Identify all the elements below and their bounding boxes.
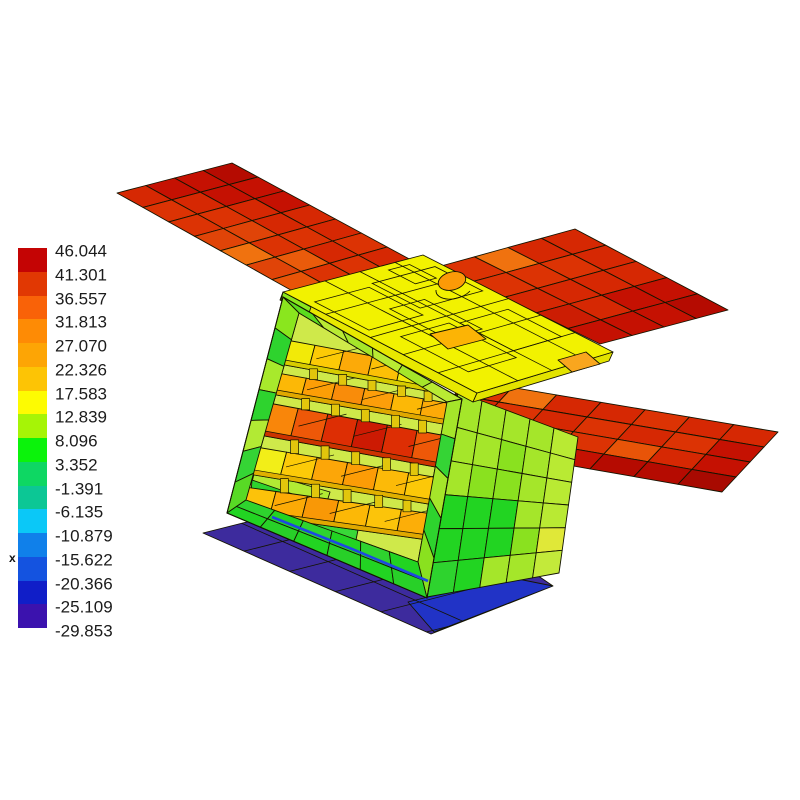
legend-value-9: 3.352 [55,455,98,475]
legend-value-11: -6.135 [55,502,104,522]
legend-colorbar [18,248,47,628]
legend-swatch-1 [18,271,47,296]
antenna-rod-group [271,515,429,583]
legend-swatch-4 [18,343,47,367]
legend-value-7: 12.839 [55,407,107,427]
satellite-front-frame [226,296,463,599]
legend-value-13: -15.622 [55,550,113,570]
legend-swatch-3 [18,319,47,343]
legend-value-16: -29.853 [55,621,113,641]
legend-value-12: -10.879 [55,526,113,546]
legend-value-10: -1.391 [55,479,104,498]
legend-swatch-11 [18,509,47,533]
legend-swatch-0 [18,248,47,272]
legend-value-2: 36.557 [55,289,107,308]
legend-value-4: 27.070 [55,336,107,356]
legend-swatch-6 [18,390,47,415]
solar-panel-upper-right [440,228,729,345]
legend-value-0: 46.044 [55,241,107,261]
legend-value-14: -20.366 [55,574,113,593]
satellite-right-face [426,391,579,598]
legend-value-5: 22.326 [55,360,107,380]
legend-swatch-10 [18,485,47,510]
axis-x-label: x [9,551,16,565]
legend-value-6: 17.583 [55,384,107,403]
legend-swatch-5 [18,366,47,391]
legend-value-1: 41.301 [55,265,107,285]
antenna-rod [271,515,429,583]
legend-value-8: 8.096 [55,431,98,451]
legend-swatch-12 [18,533,47,557]
legend-value-3: 31.813 [55,312,107,332]
legend-value-15: -25.109 [55,597,113,617]
legend-swatch-9 [18,461,47,486]
legend-swatch-8 [18,438,47,462]
legend-swatch-15 [18,604,47,628]
satellite-top-face [279,254,614,403]
legend-swatch-7 [18,414,47,438]
legend-swatch-13 [18,556,47,581]
legend-swatch-2 [18,295,47,320]
legend-swatch-14 [18,580,47,605]
